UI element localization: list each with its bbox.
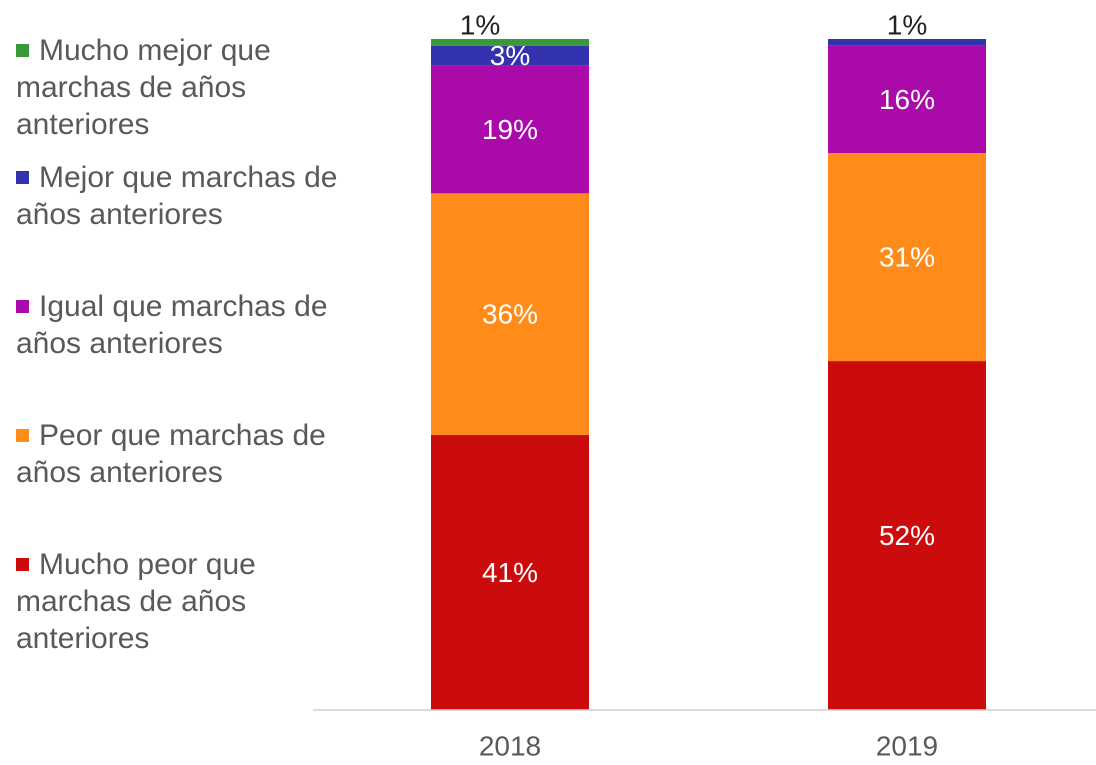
legend-item: Igual que marchas de años anteriores xyxy=(16,288,366,362)
legend-swatch xyxy=(16,558,29,571)
data-label: 36% xyxy=(482,299,538,330)
bar-segment xyxy=(828,45,986,154)
bar-segment xyxy=(431,39,589,46)
legend-label: Mejor que marchas de años anteriores xyxy=(16,161,338,231)
legend-label: Peor que marchas de años anteriores xyxy=(16,419,326,489)
bar-segment xyxy=(431,65,589,194)
legend-label: Mucho mejor que marchas de años anterior… xyxy=(16,34,271,141)
data-label: 1% xyxy=(460,9,500,40)
data-label: 19% xyxy=(482,114,538,145)
legend-label: Mucho peor que marchas de años anteriore… xyxy=(16,548,256,655)
legend-swatch xyxy=(16,44,29,57)
data-label: 16% xyxy=(879,84,935,115)
bar-segment xyxy=(828,361,986,710)
legend-item: Mejor que marchas de años anteriores xyxy=(16,159,366,233)
bar-segment xyxy=(828,39,986,46)
legend-swatch xyxy=(16,300,29,313)
bar-segment xyxy=(431,45,589,66)
data-label: 1% xyxy=(887,9,927,40)
legend-swatch xyxy=(16,171,29,184)
data-label: 31% xyxy=(879,241,935,272)
data-label: 41% xyxy=(482,557,538,588)
legend-item: Mucho peor que marchas de años anteriore… xyxy=(16,546,366,657)
x-tick-label: 2019 xyxy=(876,730,938,761)
legend-item: Peor que marchas de años anteriores xyxy=(16,417,366,491)
data-label: 52% xyxy=(879,520,935,551)
legend-item: Mucho mejor que marchas de años anterior… xyxy=(16,32,366,143)
bar-segment xyxy=(431,193,589,435)
legend-label: Igual que marchas de años anteriores xyxy=(16,290,328,360)
bar-segment xyxy=(431,434,589,710)
x-tick-label: 2018 xyxy=(479,730,541,761)
bar-segment xyxy=(828,153,986,362)
legend-swatch xyxy=(16,429,29,442)
